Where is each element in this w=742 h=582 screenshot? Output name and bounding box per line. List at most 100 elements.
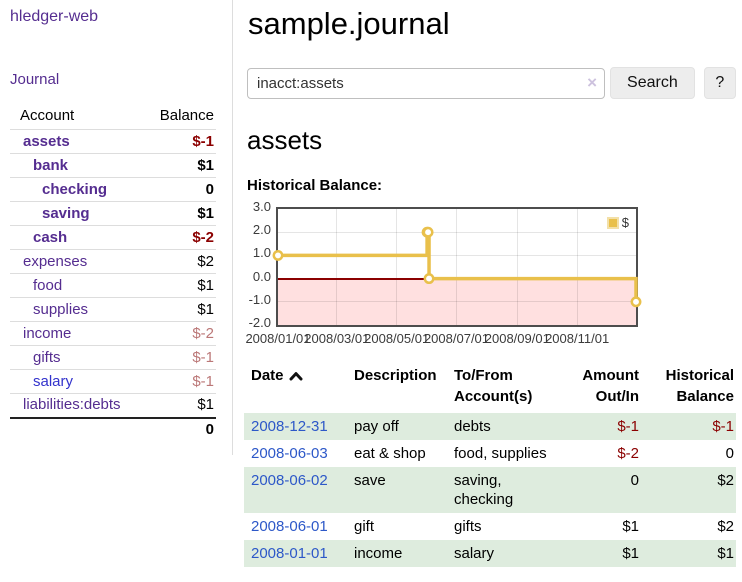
transaction-description: save	[354, 472, 386, 489]
sidebar-item-journal[interactable]: Journal	[10, 71, 60, 88]
account-row: cash $-2	[10, 225, 216, 250]
legend-swatch-icon	[606, 216, 619, 229]
transaction-amount: $1	[622, 545, 639, 562]
transaction-accounts: gifts	[454, 518, 482, 535]
chart-gridline	[278, 254, 636, 256]
register-row: 2008-12-31 pay off debts $-1 $-1	[244, 413, 736, 440]
transaction-date-link[interactable]: 2008-06-03	[251, 445, 328, 462]
account-row: assets $-1	[10, 129, 216, 154]
account-row: food $1	[10, 273, 216, 298]
account-link-income[interactable]: income	[23, 324, 72, 342]
register-table: Date Description To/From Account(s) Amou…	[244, 363, 736, 567]
chart-plot-area	[272, 209, 642, 325]
app-title[interactable]: hledger-web	[10, 8, 99, 25]
account-balance: $1	[113, 201, 216, 226]
chart-x-tick-label: 2008/01/01	[245, 331, 311, 346]
sort-ascending-icon	[289, 372, 303, 381]
chart-point-marker	[422, 226, 434, 238]
historical-balance-chart: $ 3.0 2.0 1.0 0.0 -1.0 -2.0 2008/01/01 2008/03/…	[244, 199, 736, 348]
transaction-amount: 0	[630, 472, 639, 489]
accounts-table: Account Balance assets $-1 bank $1 check…	[10, 104, 216, 442]
chart-point-marker	[272, 249, 284, 261]
chart-y-tick-label: -1.0	[248, 291, 271, 307]
account-link-expenses[interactable]: expenses	[23, 252, 88, 270]
chart-gridline	[456, 209, 457, 325]
transaction-description: eat & shop	[354, 445, 426, 462]
accounts-column-header: To/From Account(s)	[454, 367, 533, 405]
amount-column-header: Amount Out/In	[582, 367, 639, 405]
transaction-description: income	[354, 545, 403, 562]
transaction-amount: $1	[622, 518, 639, 535]
account-balance: $-2	[113, 321, 216, 346]
account-link-saving[interactable]: saving	[42, 204, 90, 222]
chart-gridline	[336, 209, 338, 325]
transaction-date-link[interactable]: 2008-01-01	[251, 545, 328, 562]
account-balance: $-2	[113, 225, 216, 250]
search-input-wrap: ×	[247, 67, 606, 99]
account-balance: $1	[113, 297, 216, 322]
chart-y-tick-label: 2.0	[252, 222, 271, 238]
account-row: saving $1	[10, 201, 216, 226]
chart-x-tick-label: 2008/11/01	[545, 331, 610, 346]
transaction-accounts: salary	[454, 545, 495, 562]
transaction-balance: $-1	[712, 418, 734, 435]
transaction-balance: $2	[717, 472, 734, 489]
account-balance: $2	[113, 249, 216, 274]
date-column-header[interactable]: Date	[244, 363, 347, 413]
register-row: 2008-06-02 save saving, checking 0 $2	[244, 467, 736, 513]
transaction-date-link[interactable]: 2008-06-01	[251, 518, 328, 535]
chart-series-line	[272, 226, 642, 308]
account-row: income $-2	[10, 321, 216, 346]
search-button[interactable]: Search	[610, 67, 695, 99]
chart-title: Historical Balance:	[247, 177, 383, 194]
account-link-liabilities-debts[interactable]: liabilities:debts	[23, 396, 121, 414]
chart-gridline	[516, 209, 518, 325]
transaction-date-link[interactable]: 2008-06-02	[251, 472, 328, 489]
accounts-total-value: 0	[113, 416, 216, 442]
search-form: × Search ?	[244, 67, 736, 99]
account-row: expenses $2	[10, 249, 216, 274]
account-balance: $1	[113, 153, 216, 178]
clear-search-icon[interactable]: ×	[587, 72, 598, 92]
transaction-accounts: food, supplies	[454, 445, 547, 462]
page-title: sample.journal	[248, 6, 450, 41]
chart-point-marker	[630, 296, 642, 308]
account-link-gifts[interactable]: gifts	[33, 348, 61, 366]
account-link-bank[interactable]: bank	[33, 156, 69, 174]
chart-x-tick-label: 2008/05/01	[364, 331, 430, 346]
chart-legend: $	[606, 215, 629, 230]
account-link-checking[interactable]: checking	[42, 180, 108, 198]
help-button[interactable]: ?	[703, 67, 736, 99]
account-link-salary[interactable]: salary	[33, 372, 74, 390]
account-link-cash[interactable]: cash	[33, 228, 68, 246]
main-content: sample.journal × Search ? assets Histori…	[244, 0, 736, 567]
account-row: checking 0	[10, 177, 216, 202]
chart-gridline	[278, 301, 636, 303]
account-heading: assets	[247, 125, 323, 155]
transaction-date-link[interactable]: 2008-12-31	[251, 418, 328, 435]
balance-column-header: Historical Balance	[665, 367, 734, 405]
chart-gridline	[278, 231, 636, 233]
account-balance: $-1	[113, 345, 216, 370]
accounts-total-row: 0	[10, 416, 216, 442]
account-link-supplies[interactable]: supplies	[33, 300, 89, 318]
transaction-description: gift	[354, 518, 375, 535]
account-balance: $1	[113, 393, 216, 418]
transaction-balance: $2	[717, 518, 734, 535]
account-row: gifts $-1	[10, 345, 216, 370]
chart-y-tick-label: -2.0	[248, 315, 271, 330]
search-input[interactable]	[247, 67, 606, 99]
balance-column-header: Balance	[159, 107, 214, 124]
sidebar: hledger-web Journal Account Balance asse…	[0, 0, 233, 455]
chart-gridline	[576, 209, 578, 325]
accounts-table-header: Account Balance	[10, 104, 216, 130]
chart-y-tick-label: 3.0	[252, 199, 271, 214]
account-link-assets[interactable]: assets	[23, 132, 70, 150]
account-row: bank $1	[10, 153, 216, 178]
account-row: salary $-1	[10, 369, 216, 394]
chart-plot-border: $	[272, 207, 642, 327]
register-header-row: Date Description To/From Account(s) Amou…	[244, 363, 736, 413]
chart-negative-region	[278, 278, 636, 325]
transaction-amount: $-2	[617, 445, 639, 462]
account-link-food[interactable]: food	[33, 276, 63, 294]
